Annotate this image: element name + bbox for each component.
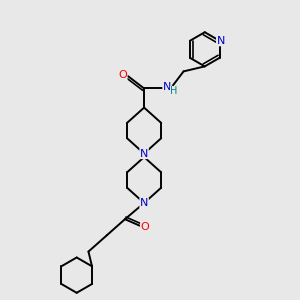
Text: O: O	[141, 222, 149, 232]
Text: N: N	[140, 198, 148, 208]
Text: N: N	[140, 148, 148, 158]
Text: H: H	[170, 86, 178, 96]
Text: N: N	[163, 82, 171, 92]
Text: O: O	[118, 70, 127, 80]
Text: N: N	[217, 36, 225, 46]
